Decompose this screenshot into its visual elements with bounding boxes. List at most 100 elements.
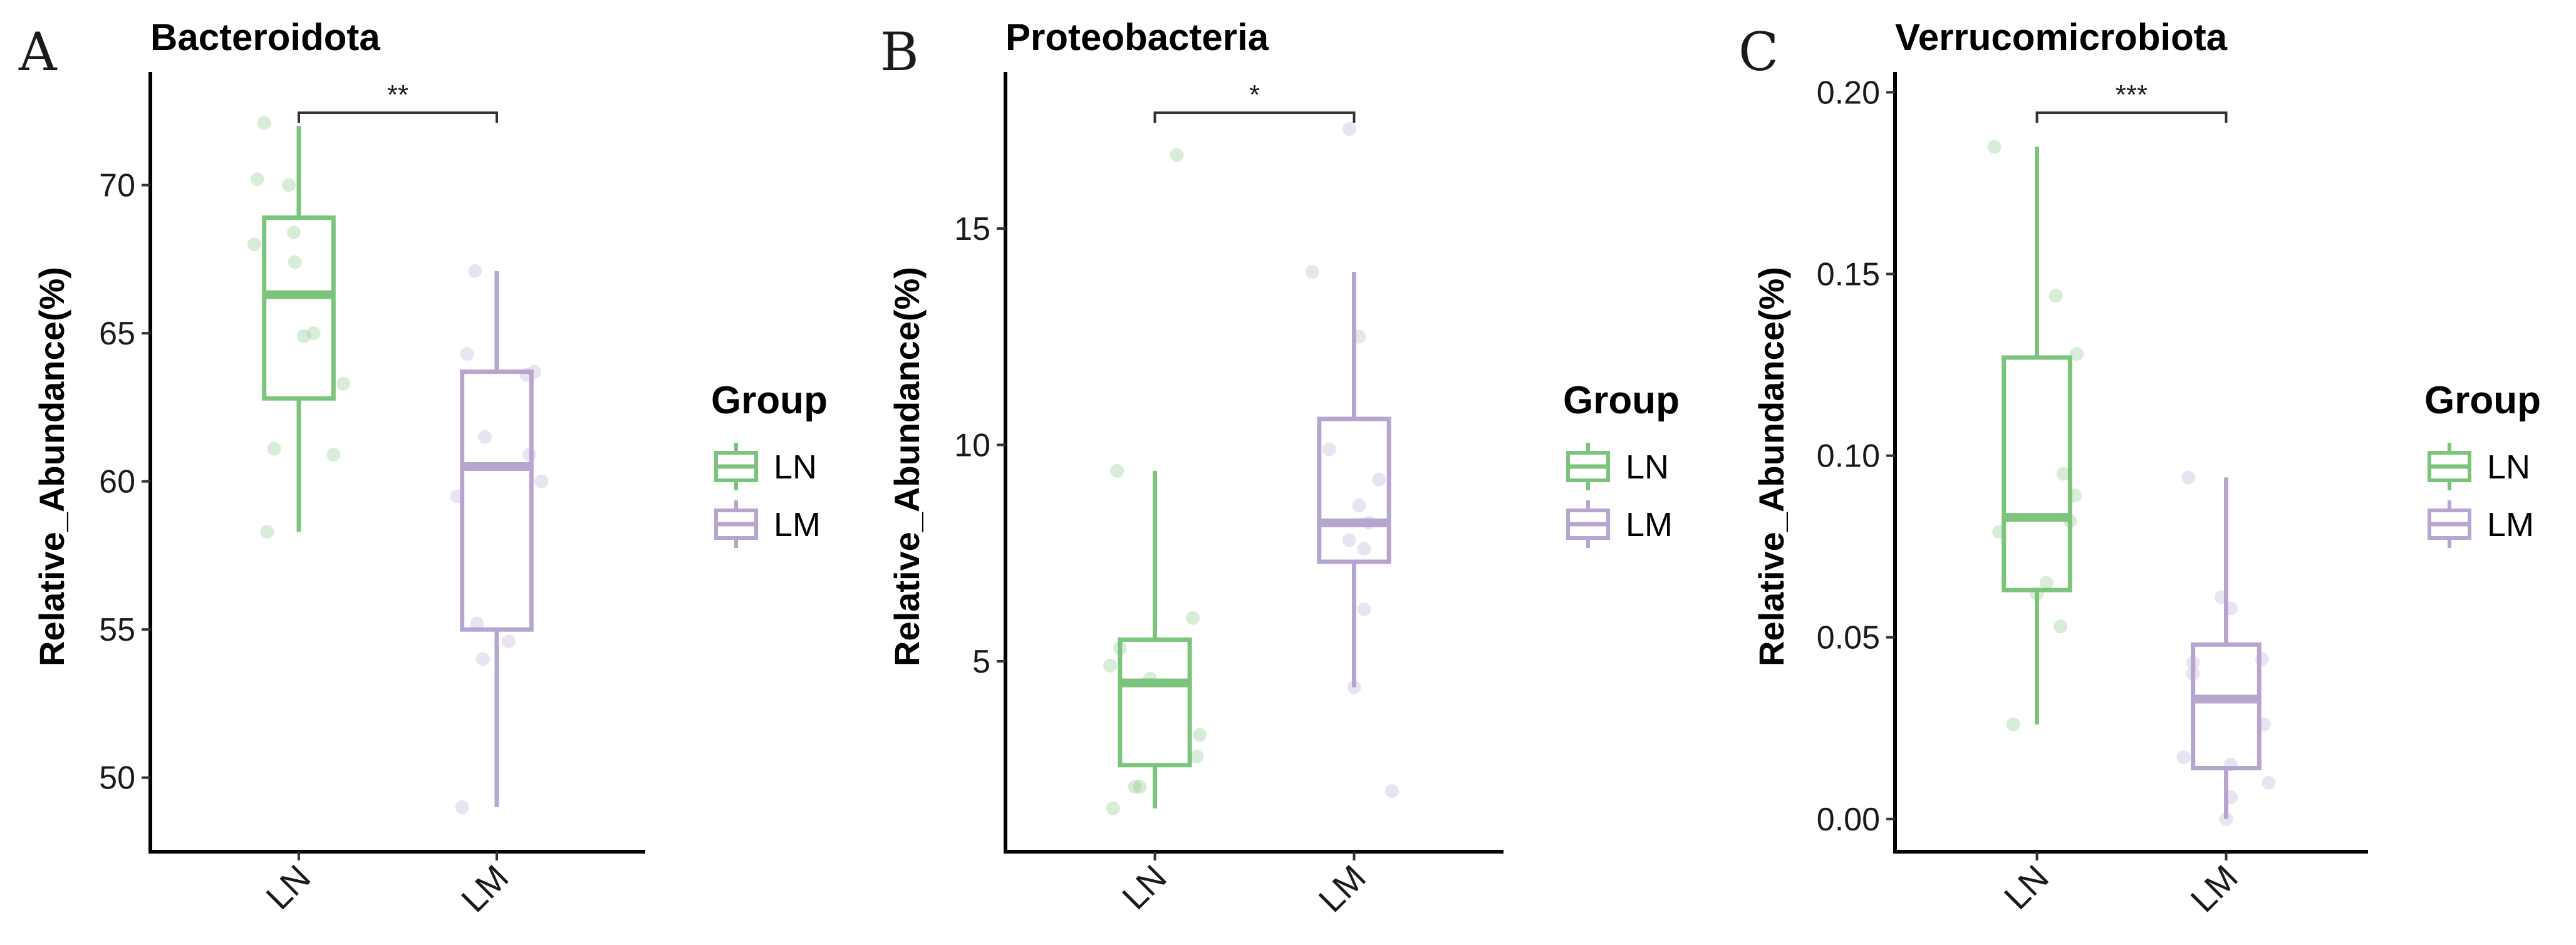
x-tick-label: LM (454, 857, 516, 920)
x-tick-label: LN (1997, 857, 2056, 917)
box-iqr (2002, 355, 2072, 592)
data-point (1357, 602, 1371, 617)
data-point (1103, 658, 1117, 673)
y-tick-label: 60 (99, 464, 135, 500)
data-point (1372, 472, 1386, 487)
x-tick-label: LM (2183, 857, 2245, 920)
legend-title: Group (2424, 379, 2541, 422)
box-iqr (460, 369, 534, 632)
data-point (478, 430, 492, 444)
data-point (2049, 289, 2063, 303)
data-point (2262, 775, 2276, 790)
data-point (2069, 347, 2084, 361)
data-point (1987, 140, 2002, 154)
x-tick-label: LM (1311, 857, 1373, 920)
data-point (247, 237, 261, 252)
y-tick-label: 10 (954, 427, 990, 463)
legend-label: LM (774, 506, 821, 544)
y-tick-label: 0.20 (1817, 75, 1880, 111)
y-tick-label: 50 (99, 760, 135, 797)
data-point (1322, 442, 1336, 457)
panel-letter: B (880, 21, 919, 83)
data-point (287, 225, 301, 240)
legend-label: LN (2487, 448, 2530, 486)
data-point (1185, 611, 1200, 625)
data-point (475, 652, 490, 666)
data-point (282, 178, 296, 192)
panel-letter: C (1738, 21, 1779, 83)
legend-label: LM (1626, 506, 1673, 544)
panel-c: C Verrucomicrobiota Relative_Abundance(%) 0… (1738, 16, 2541, 919)
panel-title: Bacteroidota (150, 16, 380, 58)
data-point (501, 634, 516, 649)
data-point (326, 448, 341, 462)
data-point (2181, 470, 2196, 485)
data-point (1190, 749, 1204, 763)
y-axis-label: Relative_Abundance(%) (32, 267, 71, 666)
y-tick-label: 5 (972, 644, 990, 680)
y-axis-label: Relative_Abundance(%) (1752, 267, 1791, 666)
y-tick-label: 65 (99, 316, 135, 352)
data-point (470, 616, 484, 631)
y-tick-label: 0.15 (1817, 257, 1880, 293)
data-point (2176, 750, 2191, 765)
data-point (460, 347, 474, 361)
box-iqr (262, 215, 336, 401)
significance-label: *** (2116, 80, 2148, 110)
data-point (1342, 122, 1356, 137)
data-point (2006, 717, 2020, 731)
data-point (1110, 463, 1124, 478)
data-point (1133, 780, 1147, 794)
significance-bracket (298, 111, 498, 123)
significance-label: * (1249, 80, 1260, 110)
data-point (296, 329, 311, 343)
data-point (250, 172, 264, 187)
data-point (1128, 780, 1142, 794)
y-tick-label: 15 (954, 211, 990, 247)
data-point (1352, 498, 1366, 513)
panel-a: A Bacteroidota Relative_Abundance(%) 50 55 60… (18, 16, 828, 919)
data-point (267, 442, 281, 456)
legend-title: Group (1563, 379, 1680, 422)
panel-letter: A (18, 21, 58, 83)
panel-b: B Proteobacteria Relative_Abundance(%) 5 10 1… (880, 16, 1680, 919)
x-tick-label: LN (258, 857, 318, 917)
data-point (2056, 467, 2070, 481)
legend-label: LM (2487, 506, 2534, 544)
data-point (257, 116, 271, 130)
data-point (288, 255, 302, 269)
y-tick-label: 0.00 (1817, 802, 1880, 838)
data-point (1342, 533, 1356, 547)
data-point (306, 326, 321, 341)
legend-label: LN (1626, 448, 1669, 486)
data-point (336, 376, 351, 391)
data-point (260, 525, 274, 539)
data-point (455, 800, 469, 815)
y-axis-label: Relative_Abundance(%) (887, 267, 927, 666)
x-tick-label: LN (1114, 857, 1174, 917)
significance-label: ** (387, 80, 408, 110)
panel-title: Verrucomicrobiota (1895, 16, 2228, 58)
panel-title: Proteobacteria (1005, 16, 1269, 58)
data-point (468, 264, 482, 278)
data-point (1106, 801, 1120, 815)
y-tick-label: 0.05 (1817, 620, 1880, 656)
data-point (1384, 784, 1399, 798)
data-point (2054, 619, 2068, 634)
box-iqr (1118, 637, 1192, 768)
significance-bracket (1153, 111, 1356, 123)
y-tick-label: 70 (99, 168, 135, 204)
box-iqr (2191, 642, 2262, 771)
box-iqr (1317, 416, 1391, 564)
data-point (2039, 576, 2054, 590)
y-tick-label: 55 (99, 612, 135, 648)
legend-label: LN (774, 448, 817, 486)
data-point (1357, 542, 1371, 556)
data-point (1305, 265, 1319, 279)
data-point (1170, 148, 1184, 162)
legend-title: Group (711, 379, 828, 422)
data-point (534, 474, 549, 488)
significance-bracket (2035, 111, 2228, 123)
data-point (1193, 728, 1207, 742)
